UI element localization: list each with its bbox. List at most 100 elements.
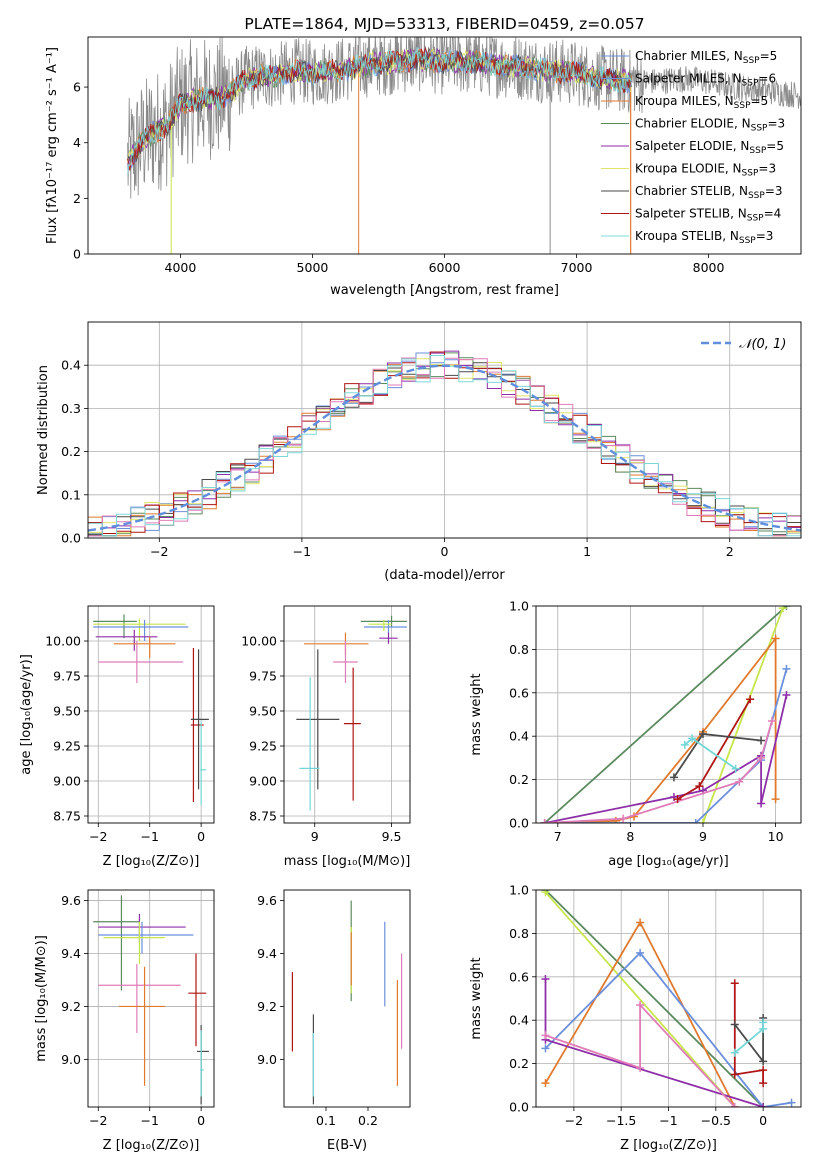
x-tick-label: 0.2 — [358, 1113, 378, 1128]
data-point — [368, 620, 392, 632]
y-axis-label: mass weight — [469, 957, 484, 1039]
y-axis-label: Flux [fλ10⁻¹⁷ erg cm⁻² s⁻¹ A⁻¹] — [45, 47, 60, 244]
mass-weight-marker — [636, 948, 645, 957]
y-tick-label: 9.4 — [61, 946, 81, 961]
y-tick-label: 8.75 — [53, 809, 81, 824]
y-tick-label: 9.2 — [61, 999, 81, 1014]
axes-frame — [87, 36, 802, 255]
legend-tail: =5 — [760, 49, 778, 63]
x-tick-label: 0 — [197, 1113, 205, 1128]
mass-weight-marker — [759, 1057, 768, 1066]
mass-weight-marker — [771, 634, 780, 643]
mass-weight-marker — [730, 1048, 739, 1057]
x-tick-label: −1 — [140, 829, 158, 844]
plot-area — [540, 606, 791, 823]
legend-entry: Kroupa MILES, NSSP=5 — [635, 94, 768, 111]
legend-entry: Salpeter ELODIE, NSSP=5 — [635, 139, 784, 156]
x-tick-label: 0 — [441, 544, 449, 559]
y-tick-label: 8.75 — [249, 809, 277, 824]
y-tick-label: 9.0 — [257, 1052, 277, 1067]
mass-weight-marker — [541, 1079, 550, 1088]
x-tick-label: 9 — [311, 829, 319, 844]
x-tick-label: 8 — [626, 829, 634, 844]
x-tick-label: −2 — [89, 1113, 107, 1128]
legend-tail: =3 — [758, 162, 776, 176]
y-tick-label: 10.00 — [45, 634, 81, 649]
y-tick-label: 0.4 — [509, 1013, 529, 1028]
axes-frame — [87, 889, 215, 1108]
y-tick-label: 0.2 — [61, 444, 81, 459]
legend-sub: SSP — [751, 124, 768, 134]
mass-weight-series-line — [544, 635, 777, 823]
y-axis-label: age [log₁₀(age/yr)] — [19, 654, 34, 775]
x-tick-label: −2 — [565, 1113, 583, 1128]
legend-entry: Kroupa STELIB, NSSP=3 — [635, 229, 773, 246]
data-point — [200, 1030, 204, 1097]
x-tick-label: 9 — [699, 829, 707, 844]
x-tick-label: −2 — [89, 829, 107, 844]
data-point — [113, 636, 176, 658]
mass-weight-marker — [757, 736, 766, 745]
mass-weight-marker — [730, 1020, 739, 1029]
legend-label: Kroupa ELODIE, N — [635, 162, 742, 176]
legend-entry: Salpeter STELIB, NSSP=4 — [635, 207, 781, 224]
y-tick-label: 0.8 — [509, 926, 529, 941]
x-axis-label: E(B-V) — [327, 1138, 367, 1153]
mass-weight-series-line — [544, 890, 764, 1107]
y-tick-label: 9.4 — [257, 946, 277, 961]
plot-area — [541, 890, 796, 1107]
residual-histogram-step — [88, 355, 801, 537]
age-vs-mass-panel: 9 9.5 8.75 9.00 9.25 9.50 9.75 10.00 mass [log₁₀… — [241, 605, 411, 869]
mass-weight-marker — [782, 690, 791, 699]
y-tick-label: 9.00 — [249, 774, 277, 789]
legend-label: Chabrier MILES, N — [635, 49, 743, 63]
plot-area — [93, 614, 209, 805]
x-tick-label: 7000 — [561, 260, 593, 275]
plot-area — [127, 37, 801, 254]
y-tick-label: 4 — [73, 135, 81, 150]
legend-entry: Chabrier MILES, NSSP=5 — [635, 49, 777, 66]
axes-frame — [535, 605, 802, 824]
legend-sub: SSP — [747, 214, 764, 224]
x-tick-label: 8000 — [693, 260, 725, 275]
data-point — [363, 620, 407, 634]
legend-label: Chabrier ELODIE, N — [635, 117, 751, 131]
x-tick-label: 5000 — [297, 260, 329, 275]
mass-weight-marker — [541, 890, 550, 897]
mass-weight-series-line — [702, 607, 784, 823]
model-spectrum-line — [127, 47, 632, 175]
legend-label: Kroupa MILES, N — [635, 94, 734, 108]
y-tick-label: 0.3 — [61, 401, 81, 416]
axes-frame — [87, 321, 802, 539]
plot-area — [296, 615, 407, 811]
legend-tail: =4 — [764, 207, 782, 221]
massweight-vs-age-panel: 7 8 9 10 0.0 0.2 0.4 0.6 0.8 1.0 age [log₁₀(age/yr… — [469, 599, 802, 869]
mass-weight-marker — [767, 717, 776, 726]
legend-sub: SSP — [748, 191, 765, 201]
y-tick-label: 9.25 — [249, 739, 277, 754]
mass-weight-series-line — [733, 983, 764, 1084]
plot-area — [291, 900, 403, 1105]
legend-tail: =3 — [767, 117, 785, 131]
x-tick-label: 4000 — [165, 260, 197, 275]
normal-reference-curve — [88, 364, 801, 532]
y-tick-label: 9.00 — [53, 774, 81, 789]
legend-tail: =5 — [751, 94, 769, 108]
y-tick-label: 9.50 — [53, 704, 81, 719]
legend-label: Kroupa STELIB, N — [635, 229, 739, 243]
y-tick-label: 0.6 — [509, 969, 529, 984]
mass-weight-marker — [782, 664, 791, 673]
mass-weight-series-line — [734, 1022, 764, 1054]
mass-weight-marker — [735, 777, 744, 786]
x-axis-label: Z [log₁₀(Z/Z⊙)] — [103, 854, 200, 869]
mass-weight-marker — [730, 979, 739, 988]
legend-label: Salpeter ELODIE, N — [635, 139, 749, 153]
mass-weight-marker — [698, 819, 707, 823]
x-axis-label: (data-model)/error — [384, 568, 505, 583]
legend-sub: SSP — [743, 56, 760, 66]
y-tick-label: 10.00 — [241, 634, 277, 649]
x-axis-label: age [log₁₀(age/yr)] — [608, 854, 729, 869]
x-tick-label: −0.5 — [701, 1113, 731, 1128]
data-point — [197, 1024, 209, 1105]
